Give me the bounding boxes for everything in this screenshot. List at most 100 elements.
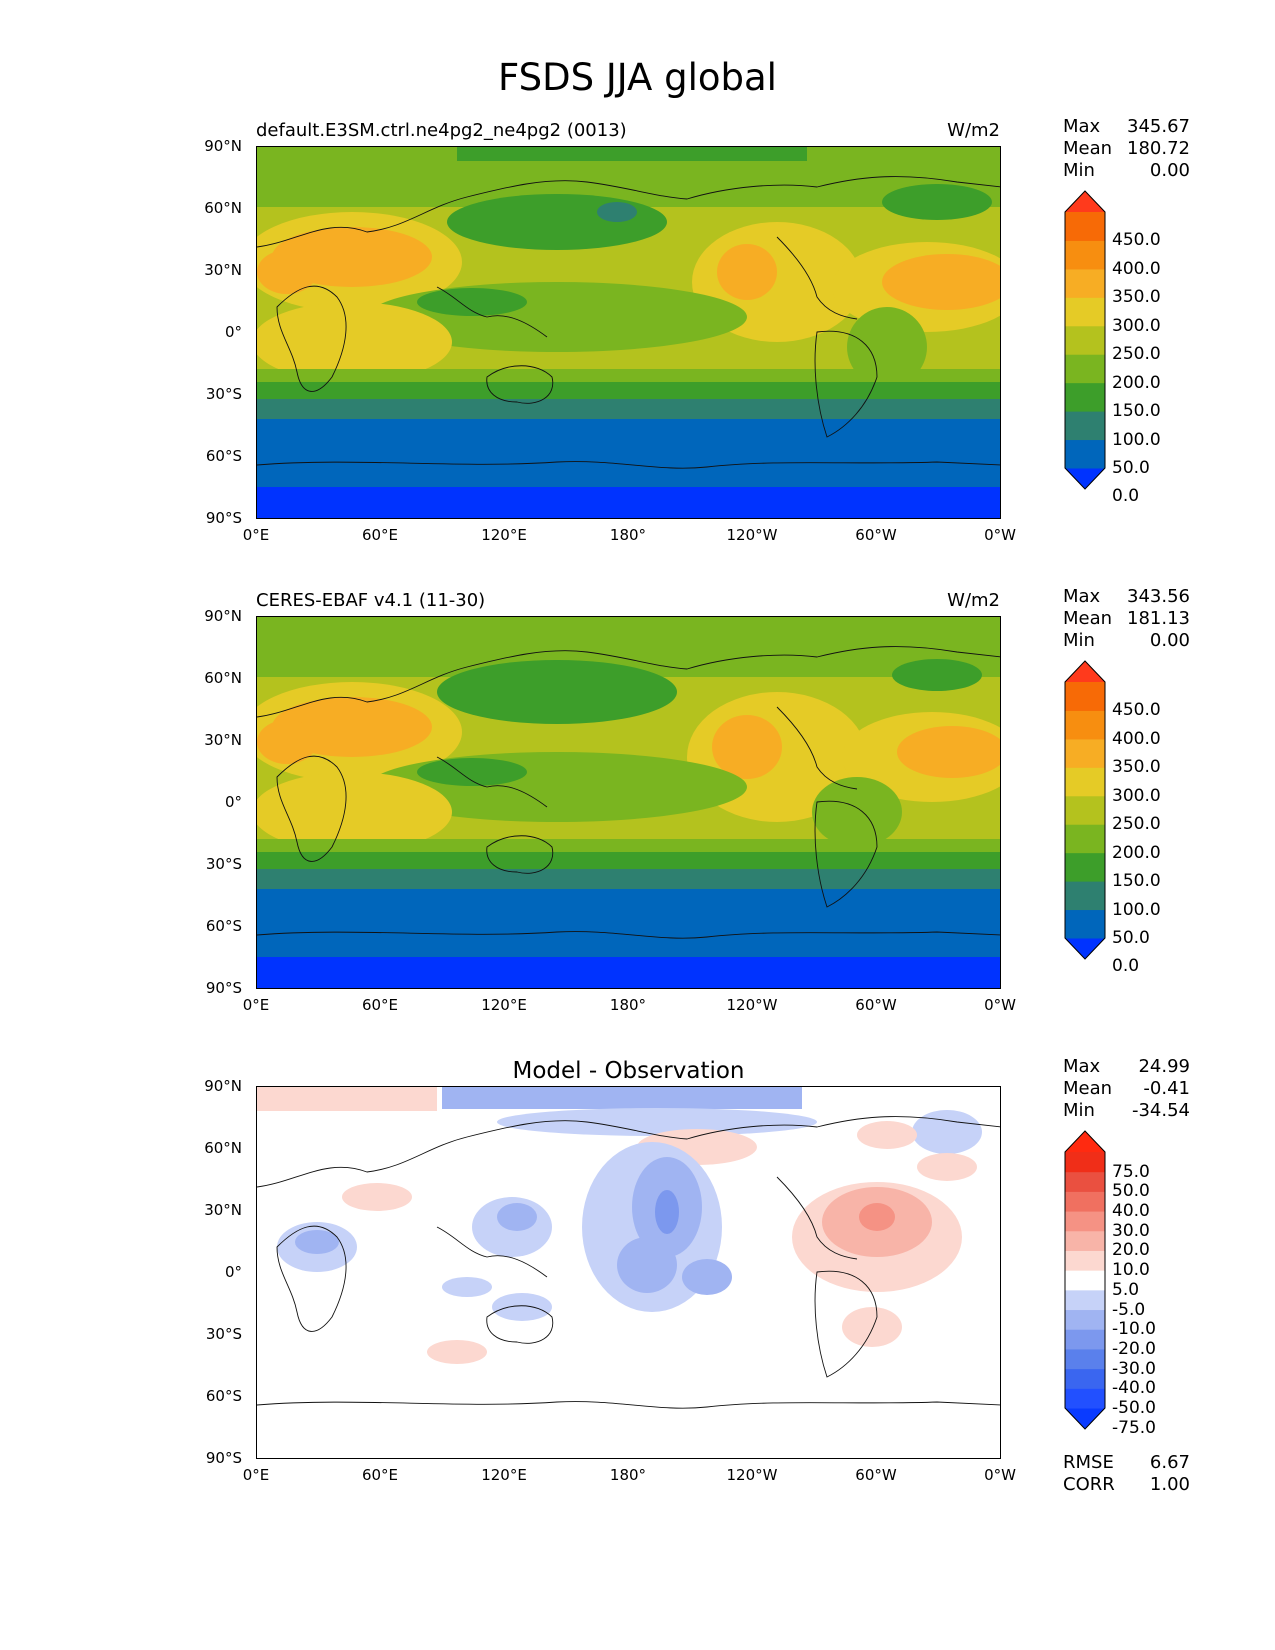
summary-stats: RMSE 6.67 CORR 1.00 bbox=[1063, 1452, 1190, 1496]
lat-label: 0° bbox=[224, 793, 242, 811]
colorbar-segment bbox=[1065, 212, 1105, 241]
lon-label: 120°W bbox=[726, 1466, 778, 1484]
lat-label: 30°N bbox=[204, 261, 242, 279]
colorbar-extend-max bbox=[1065, 1131, 1105, 1152]
stat-value: 181.13 bbox=[1127, 608, 1190, 629]
model-panel: default.E3SM.ctrl.ne4pg2_ne4pg2 (0013) W… bbox=[0, 116, 1275, 592]
colorbar-segment bbox=[1065, 1309, 1105, 1330]
stat-value: 24.99 bbox=[1138, 1056, 1190, 1077]
stat-key: Mean bbox=[1063, 608, 1113, 629]
colorbar-segment bbox=[1065, 1191, 1105, 1212]
lat-label: 60°N bbox=[204, 669, 242, 687]
colorbar-segment bbox=[1065, 439, 1105, 469]
colorbar-tick-label: 5.0 bbox=[1112, 1279, 1140, 1300]
stat-value: 343.56 bbox=[1127, 586, 1190, 607]
lon-label: 180° bbox=[609, 526, 647, 544]
colorbar-segment bbox=[1065, 297, 1105, 327]
colorbar-tick-label: 75.0 bbox=[1112, 1161, 1150, 1182]
difference-map bbox=[256, 1086, 1001, 1459]
colorbar-tick-label: 200.0 bbox=[1112, 372, 1161, 393]
lon-label: 60°E bbox=[361, 996, 399, 1014]
colorbar-tick-label: 350.0 bbox=[1112, 757, 1161, 778]
colorbar-tick-label: 400.0 bbox=[1112, 258, 1161, 279]
colorbar-tick-label: 20.0 bbox=[1112, 1240, 1150, 1261]
colorbar-segment bbox=[1065, 738, 1105, 768]
lat-label: 60°N bbox=[204, 1139, 242, 1157]
colorbar-tick-label: 150.0 bbox=[1112, 871, 1161, 892]
stat-value: -0.41 bbox=[1143, 1078, 1190, 1099]
difference-panel: Model - Observation bbox=[0, 1056, 1275, 1532]
stat-key: Mean bbox=[1063, 138, 1113, 159]
stat-key: CORR bbox=[1063, 1474, 1115, 1495]
lon-label: 120°E bbox=[481, 996, 527, 1014]
colorbar-tick-label: 200.0 bbox=[1112, 842, 1161, 863]
stat-value: 1.00 bbox=[1149, 1474, 1190, 1495]
panel-stats: Max 343.56 Mean 181.13 Min 0.00 bbox=[1063, 586, 1190, 652]
colorbar-segment bbox=[1065, 1329, 1105, 1350]
lon-label: 60°W bbox=[855, 1466, 897, 1484]
stat-key: Min bbox=[1063, 1100, 1095, 1121]
colorbar-tick-label: 450.0 bbox=[1112, 230, 1161, 251]
colorbar bbox=[1064, 1130, 1106, 1430]
colorbar-segment bbox=[1065, 325, 1105, 355]
colorbar-segment bbox=[1065, 1152, 1105, 1173]
colorbar-segment bbox=[1065, 1388, 1105, 1409]
colorbar-outline bbox=[1064, 660, 1106, 960]
lat-label: 30°S bbox=[205, 855, 242, 873]
colorbar-segment bbox=[1065, 1270, 1105, 1291]
colorbar-segment bbox=[1065, 354, 1105, 384]
colorbar-tick-label: 300.0 bbox=[1112, 785, 1161, 806]
lon-label: 180° bbox=[609, 1466, 647, 1484]
colorbar-segment bbox=[1065, 1289, 1105, 1311]
colorbar-segment bbox=[1065, 710, 1105, 740]
colorbar-tick-label: 100.0 bbox=[1112, 899, 1161, 920]
stat-key: Min bbox=[1063, 160, 1095, 181]
stat-key: Mean bbox=[1063, 1078, 1113, 1099]
lat-label: 60°S bbox=[205, 447, 242, 465]
colorbar-extend-min bbox=[1065, 1408, 1105, 1429]
lon-label: 180° bbox=[609, 996, 647, 1014]
colorbar-tick-label: 100.0 bbox=[1112, 429, 1161, 450]
lon-label: 0°E bbox=[242, 1466, 270, 1484]
stat-value: 0.00 bbox=[1149, 160, 1190, 181]
colorbar-segment bbox=[1065, 382, 1105, 412]
colorbar-tick-label: 10.0 bbox=[1112, 1260, 1150, 1281]
lat-label: 90°N bbox=[204, 137, 242, 155]
lon-label: 60°E bbox=[361, 526, 399, 544]
lat-label: 30°N bbox=[204, 731, 242, 749]
lon-label: 0°E bbox=[242, 996, 270, 1014]
stat-key: RMSE bbox=[1063, 1452, 1114, 1473]
colorbar-segment bbox=[1065, 767, 1105, 797]
stat-value: -34.54 bbox=[1131, 1100, 1190, 1121]
figure-title: FSDS JJA global bbox=[498, 56, 777, 99]
model-map bbox=[256, 146, 1001, 519]
lat-label: 60°S bbox=[205, 917, 242, 935]
colorbar-extend-min bbox=[1065, 938, 1105, 959]
stat-value: 180.72 bbox=[1127, 138, 1190, 159]
colorbar-segment bbox=[1065, 909, 1105, 939]
lat-label: 90°S bbox=[205, 1449, 242, 1467]
colorbar-segment bbox=[1065, 240, 1105, 270]
lat-label: 90°S bbox=[205, 509, 242, 527]
stat-value: 0.00 bbox=[1149, 630, 1190, 651]
colorbar-tick-label: 350.0 bbox=[1112, 287, 1161, 308]
colorbar-tick-label: 450.0 bbox=[1112, 700, 1161, 721]
colorbar-tick-label: 400.0 bbox=[1112, 728, 1161, 749]
colorbar-outline bbox=[1064, 1130, 1106, 1430]
lat-label: 30°N bbox=[204, 1201, 242, 1219]
stat-value: 6.67 bbox=[1149, 1452, 1190, 1473]
lon-label: 60°W bbox=[855, 996, 897, 1014]
panel-left-title: CERES-EBAF v4.1 (11-30) bbox=[256, 590, 486, 611]
colorbar-segment bbox=[1065, 852, 1105, 882]
lat-label: 30°S bbox=[205, 385, 242, 403]
lon-label: 0°W bbox=[984, 996, 1016, 1014]
lon-label: 120°W bbox=[726, 526, 778, 544]
colorbar-segment bbox=[1065, 1348, 1105, 1370]
colorbar-tick-label: 250.0 bbox=[1112, 344, 1161, 365]
colorbar bbox=[1064, 190, 1106, 490]
stat-key: Max bbox=[1063, 1056, 1101, 1077]
panel-units: W/m2 bbox=[947, 590, 1000, 611]
colorbar-extend-max bbox=[1065, 661, 1105, 682]
colorbar-tick-label: -20.0 bbox=[1112, 1338, 1156, 1359]
stat-value: 345.67 bbox=[1127, 116, 1190, 137]
